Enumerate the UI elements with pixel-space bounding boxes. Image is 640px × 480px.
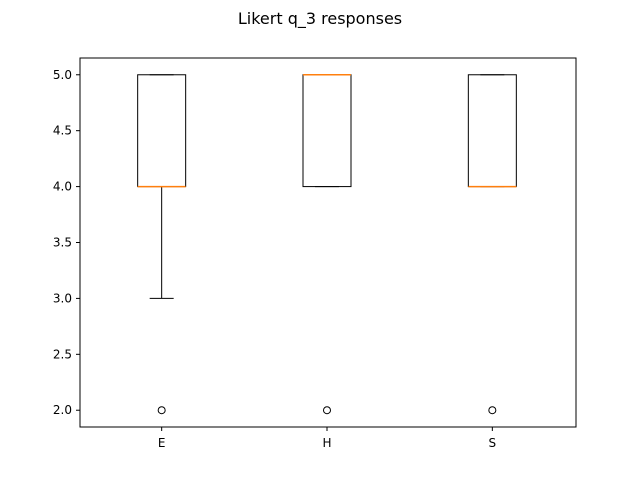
box-S	[467, 74, 517, 415]
box-body	[137, 74, 187, 188]
box-E	[137, 74, 187, 415]
y-tick-label: 2.5	[53, 347, 72, 361]
outlier-point	[323, 406, 331, 415]
outlier-point	[488, 406, 497, 415]
y-tick-label: 4.5	[53, 124, 72, 138]
y-tick-label: 5.0	[53, 68, 72, 82]
x-tick-label: H	[322, 436, 331, 450]
chart-title: Likert q_3 responses	[238, 9, 402, 29]
box-body	[467, 74, 517, 188]
box-body	[302, 74, 352, 188]
y-tick-label: 2.0	[53, 403, 72, 417]
y-axis: 2.0 2.5 3.0 3.5 4.0 4.5 5.0	[53, 68, 80, 417]
x-tick-label: S	[489, 436, 497, 450]
outlier-point	[157, 406, 166, 415]
plot-area-frame	[79, 57, 577, 428]
x-tick-label: E	[158, 436, 166, 450]
box-H	[302, 74, 352, 415]
y-tick-label: 4.0	[53, 180, 72, 194]
boxes-group	[137, 74, 517, 415]
y-tick-label: 3.5	[53, 236, 72, 250]
y-tick-label: 3.0	[53, 291, 72, 305]
